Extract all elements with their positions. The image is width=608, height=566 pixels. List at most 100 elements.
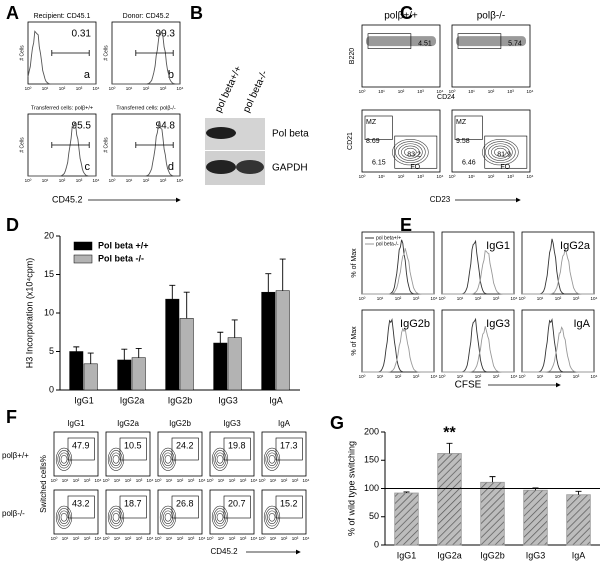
log-tick-label: 10²: [555, 296, 562, 301]
plot-frame: [209, 431, 255, 477]
histogram: [362, 248, 434, 295]
gate-label: MZ: [456, 119, 467, 126]
log-tick-label: 10⁴: [511, 296, 518, 301]
plot-frame: [521, 231, 595, 295]
row-label: polβ-/-: [2, 509, 25, 518]
log-tick-label: 10⁰: [155, 536, 162, 541]
contour: [401, 145, 420, 159]
contour: [55, 505, 73, 529]
x-tick-label: IgG2b: [168, 395, 193, 405]
log-tick-label: 10²: [177, 536, 184, 541]
plot-frame: [361, 109, 441, 173]
gate: [367, 33, 412, 49]
log-tick-label: 10⁴: [177, 86, 184, 91]
log-tick-label: 10⁰: [439, 374, 446, 379]
gate-value: 18.7: [124, 498, 142, 508]
log-tick-label: 10²: [73, 478, 80, 483]
log-tick-label: 10¹: [62, 536, 69, 541]
gate-label: FO: [500, 164, 510, 171]
log-tick-label: 10³: [136, 478, 143, 483]
log-tick-label: 10¹: [166, 536, 173, 541]
gate-value: 6.15: [372, 160, 386, 167]
y-axis-label: CD21: [347, 132, 354, 150]
log-tick-label: 10¹: [218, 536, 225, 541]
log-tick-label: 10³: [292, 478, 299, 483]
histogram: [362, 239, 434, 295]
bar: [179, 318, 194, 391]
gate: [51, 142, 90, 148]
log-tick-label: 10³: [84, 478, 91, 483]
contour: [268, 454, 276, 464]
lane-label: pol beta-/-: [241, 69, 270, 114]
panel-letter: E: [400, 215, 412, 235]
plot-frame: [441, 309, 515, 373]
y-tick-label: 10: [44, 307, 54, 317]
gate-value: 0.31: [72, 29, 92, 40]
log-tick-label: 10⁴: [95, 478, 102, 483]
gate: [67, 437, 95, 461]
contour: [111, 452, 121, 466]
gate: [171, 437, 199, 461]
gate-value: 15.2: [280, 498, 298, 508]
gate-value: 5.74: [508, 40, 522, 47]
log-tick-label: 10²: [59, 86, 66, 91]
contour: [216, 454, 224, 464]
bar: [275, 290, 290, 391]
gate: [394, 135, 438, 169]
gate-value: 43.2: [72, 498, 90, 508]
gate-label: FO: [410, 164, 420, 171]
bar: [523, 489, 548, 546]
log-tick-label: 10²: [59, 178, 66, 183]
log-tick-label: 10²: [143, 86, 150, 91]
lane-label: pol beta+/+: [213, 64, 244, 114]
gate-value: 8.69: [366, 138, 380, 145]
panel-letter: B: [190, 3, 203, 23]
bar: [227, 337, 242, 391]
log-tick-label: 10²: [125, 478, 132, 483]
log-tick-label: 10¹: [468, 89, 475, 94]
contour: [109, 508, 123, 527]
contour: [107, 447, 125, 471]
plot-frame: [521, 309, 595, 373]
plot-frame: [105, 489, 151, 535]
row-label: polβ+/+: [2, 451, 29, 460]
contour: [491, 145, 510, 159]
panel-letter: C: [400, 3, 413, 23]
log-tick-label: 10²: [555, 374, 562, 379]
contour: [263, 505, 281, 529]
x-tick-label: IgG2a: [437, 550, 462, 560]
error-bar: [446, 442, 453, 454]
gate-value: 26.8: [176, 498, 194, 508]
log-tick-label: 10¹: [270, 536, 277, 541]
y-axis-label: # Cells: [103, 137, 109, 153]
log-tick-label: 10³: [160, 86, 167, 91]
contour: [59, 452, 69, 466]
contour: [163, 452, 173, 466]
error-bar: [169, 284, 176, 300]
blot-band: [206, 160, 236, 174]
histogram: [112, 120, 180, 177]
plot-title: Donor: CD45.2: [123, 13, 170, 20]
log-tick-label: 10⁴: [303, 478, 310, 483]
log-tick-label: 10¹: [457, 374, 464, 379]
contour: [109, 450, 123, 469]
plot-frame: [157, 431, 203, 477]
log-tick-label: 10¹: [114, 478, 121, 483]
dot-cloud: [366, 36, 436, 47]
log-tick-label: 10⁰: [207, 478, 214, 483]
gate-value: 4.51: [418, 40, 432, 47]
bar: [566, 494, 591, 546]
log-tick-label: 10¹: [42, 86, 49, 91]
plot-label: IgG2a: [560, 240, 591, 252]
contour: [57, 508, 71, 527]
plot-frame: [157, 489, 203, 535]
log-tick-label: 10³: [76, 178, 83, 183]
gate: [119, 437, 147, 461]
y-axis-label: # Cells: [19, 45, 25, 61]
gate: [223, 437, 251, 461]
log-tick-label: 10⁴: [437, 174, 444, 179]
log-tick-label: 10²: [395, 296, 402, 301]
contour: [159, 447, 177, 471]
y-tick-label: 5: [49, 346, 54, 356]
log-tick-label: 10²: [73, 536, 80, 541]
